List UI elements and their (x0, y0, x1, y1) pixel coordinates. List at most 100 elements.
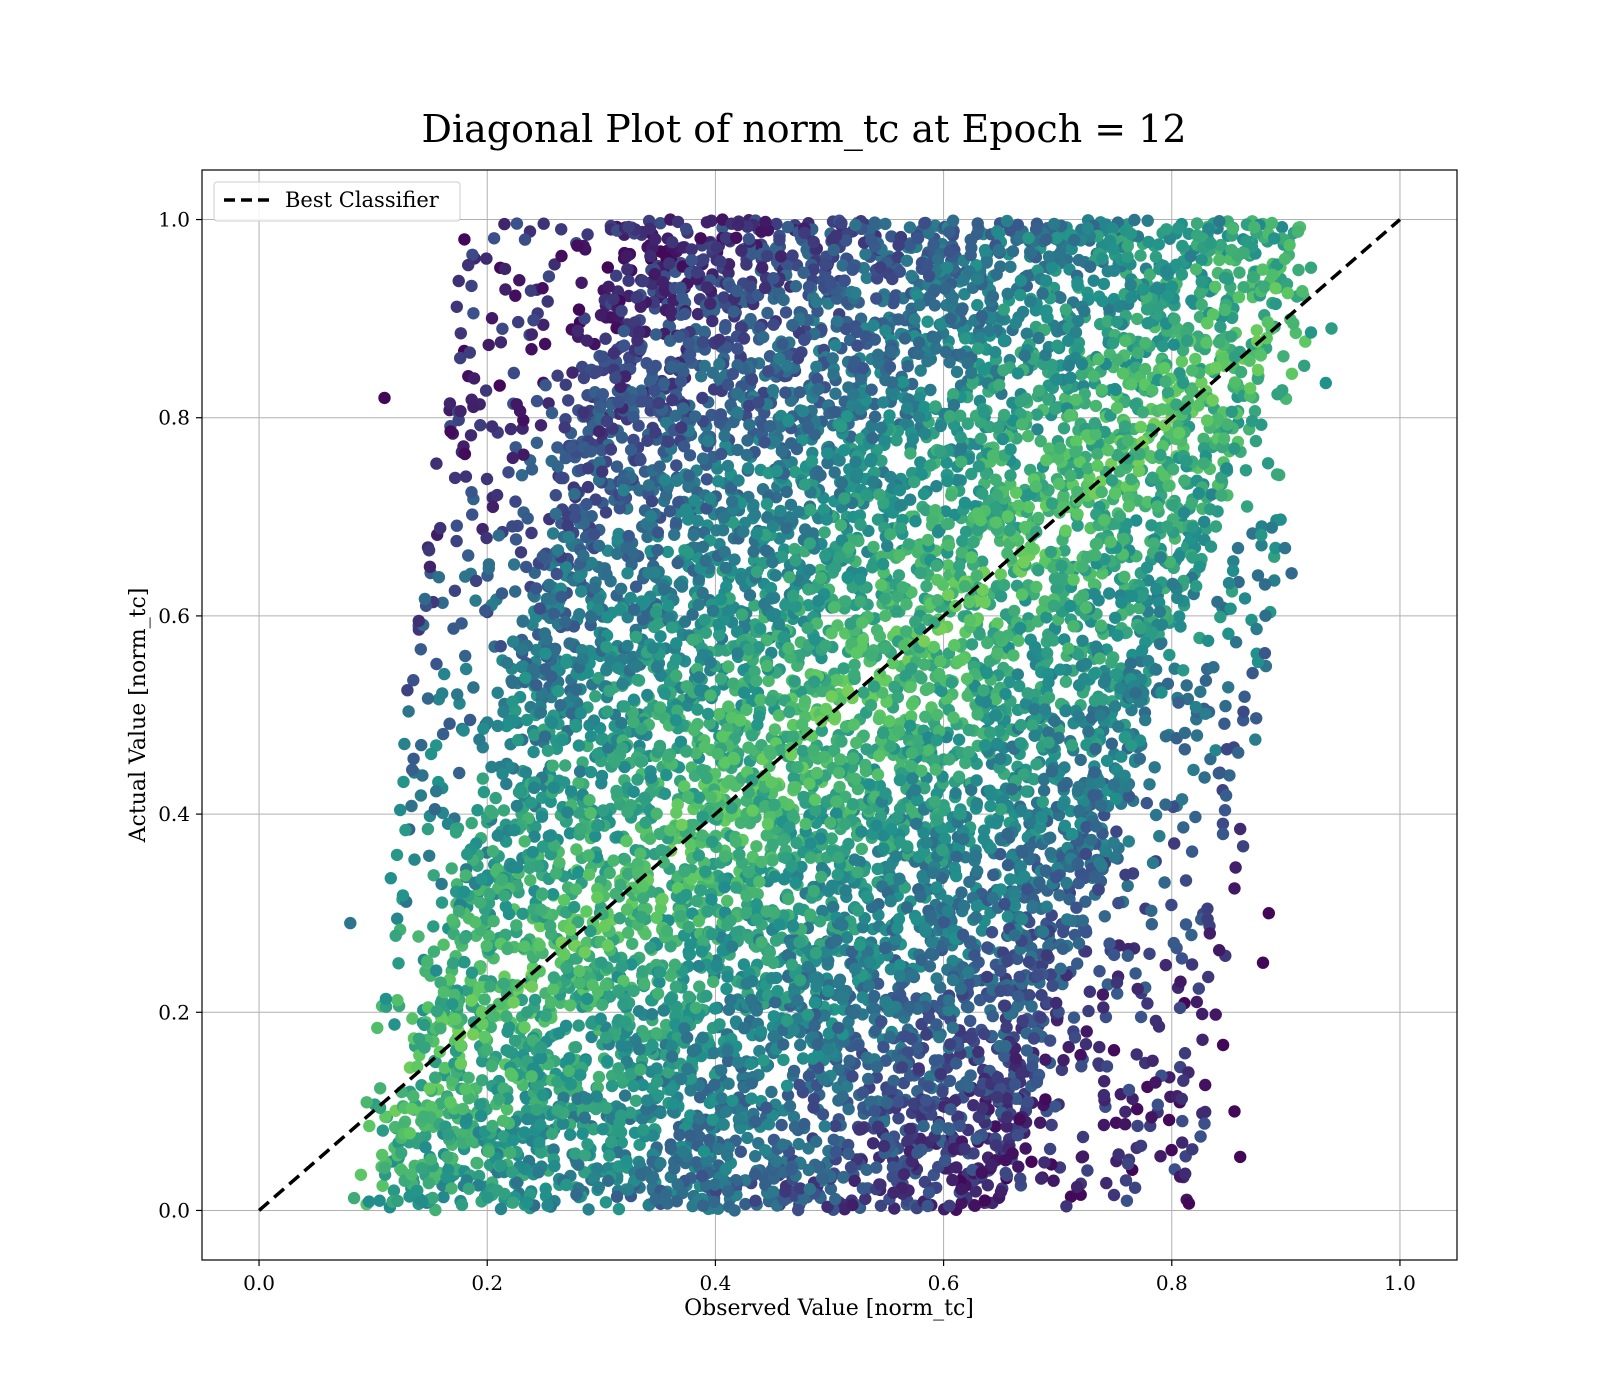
scatter-point (505, 674, 518, 687)
scatter-point (829, 387, 842, 400)
scatter-point (514, 546, 528, 559)
scatter-point (405, 799, 418, 813)
scatter-point (1177, 821, 1190, 834)
scatter-point (1129, 967, 1142, 980)
scatter-point (1001, 287, 1014, 300)
scatter-point (495, 587, 509, 600)
scatter-point (980, 256, 993, 269)
scatter-point (580, 334, 594, 347)
scatter-point (1019, 1142, 1032, 1155)
scatter-point (1174, 620, 1187, 633)
scatter-point (835, 216, 848, 230)
scatter-point (464, 429, 478, 442)
scatter-point (1201, 634, 1215, 647)
scatter-point (482, 338, 495, 352)
scatter-point (436, 687, 449, 700)
scatter-point (871, 768, 885, 781)
scatter-point (1110, 825, 1123, 838)
scatter-point (668, 1162, 681, 1175)
scatter-point (1146, 1054, 1159, 1068)
scatter-point (955, 886, 968, 899)
scatter-point (539, 379, 552, 392)
scatter-point (408, 853, 421, 866)
scatter-point (865, 649, 878, 662)
scatter-point (1203, 927, 1217, 940)
scatter-point (690, 1156, 703, 1169)
scatter-point (793, 386, 806, 399)
scatter-point (1185, 845, 1199, 858)
scatter-point (1097, 277, 1111, 291)
scatter-point (1196, 1007, 1209, 1021)
scatter-point (1152, 1020, 1166, 1033)
scatter-point (839, 884, 852, 897)
scatter-point (376, 1124, 389, 1137)
scatter-point (626, 937, 639, 950)
scatter-point (509, 495, 522, 508)
scatter-point (1149, 663, 1163, 676)
scatter-point (407, 1089, 420, 1103)
scatter-point (629, 1094, 643, 1108)
scatter-point (572, 1019, 585, 1032)
scatter-point (582, 1203, 595, 1216)
scatter-point (837, 662, 850, 675)
scatter-point (1209, 520, 1223, 533)
scatter-point (1057, 925, 1070, 939)
scatter-point (1025, 1155, 1038, 1169)
scatter-point (1134, 420, 1148, 434)
scatter-point (1120, 1194, 1134, 1208)
scatter-point (542, 397, 555, 410)
scatter-point (1209, 744, 1222, 757)
scatter-point (934, 419, 947, 433)
chart-title: Diagonal Plot of norm_tc at Epoch = 12 (421, 107, 1186, 152)
scatter-point (1198, 1117, 1211, 1130)
scatter-point (599, 506, 613, 519)
scatter-point (558, 421, 571, 434)
scatter-point (661, 545, 674, 559)
scatter-point (1245, 613, 1258, 627)
scatter-point (846, 581, 859, 594)
scatter-point (1034, 435, 1047, 448)
scatter-point (391, 994, 404, 1007)
scatter-point (469, 594, 482, 607)
scatter-point (485, 312, 499, 325)
scatter-point (718, 322, 732, 335)
scatter-point (497, 804, 511, 817)
scatter-point (746, 729, 759, 742)
scatter-point (670, 459, 683, 472)
scatter-point (768, 723, 782, 736)
scatter-point (485, 420, 499, 433)
scatter-point (504, 422, 518, 436)
scatter-point (1189, 810, 1202, 824)
scatter-point (570, 883, 583, 896)
scatter-point (1070, 435, 1083, 448)
scatter-point (446, 957, 460, 970)
scatter-point (818, 1120, 831, 1133)
scatter-point (860, 743, 873, 756)
scatter-point (936, 1085, 949, 1098)
scatter-point (701, 905, 714, 918)
scatter-point (1226, 222, 1240, 235)
scatter-point (543, 578, 556, 591)
scatter-point (1053, 477, 1066, 491)
scatter-point (1087, 370, 1101, 383)
scatter-point (651, 987, 665, 1000)
scatter-point (930, 1122, 944, 1135)
scatter-point (974, 432, 988, 445)
scatter-point (657, 1004, 671, 1017)
scatter-point (902, 538, 915, 551)
scatter-point (824, 1182, 838, 1196)
scatter-point (496, 322, 509, 335)
scatter-point (1004, 469, 1017, 482)
scatter-point (1083, 985, 1097, 998)
scatter-point (1292, 263, 1305, 277)
scatter-point (1016, 305, 1030, 319)
scatter-point (1143, 778, 1156, 791)
scatter-point (1080, 1025, 1093, 1038)
scatter-point (644, 771, 658, 784)
scatter-point (780, 485, 793, 499)
scatter-point (652, 1089, 665, 1102)
scatter-point (981, 1179, 994, 1192)
scatter-point (766, 384, 780, 397)
scatter-point (517, 448, 530, 461)
